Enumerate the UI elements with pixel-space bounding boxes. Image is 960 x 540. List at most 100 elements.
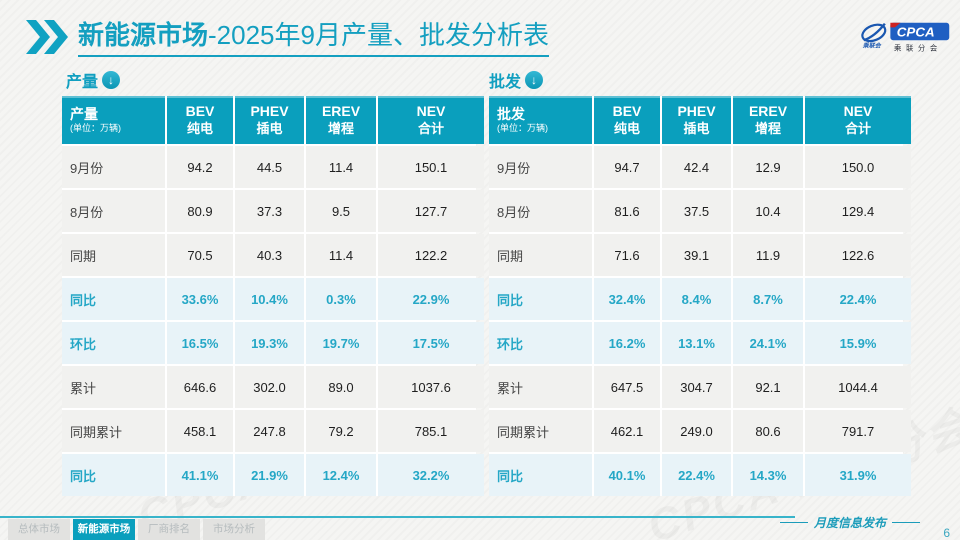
row-label: 累计 [489,366,592,408]
row-label: 同比 [489,454,592,496]
page-title-bold: 新能源市场 [78,20,209,50]
logo-cpca-text: CPCA [897,25,935,40]
table-value: 40.3 [235,234,304,276]
table-value: 41.1% [167,454,233,496]
table-value: 12.4% [306,454,376,496]
table-value: 8.7% [733,278,803,320]
cpca-logo: 乘联会 CPCA 乘联分会 [861,22,950,52]
table-value: 10.4 [733,190,803,232]
table-value: 1044.4 [805,366,911,408]
table-value: 33.6% [167,278,233,320]
table-value: 16.5% [167,322,233,364]
table-corner-header: 批发 (单位：万辆) [489,96,592,144]
production-label: 产量 [66,74,99,91]
tab-overall-market[interactable]: 总体市场 [8,519,70,540]
table-value: 13.1% [662,322,731,364]
page-number: 6 [943,526,950,540]
column-header-nev: NEV 合计 [805,96,911,144]
page-title-rest: -2025年9月产量、批发分析表 [208,20,549,50]
column-header-erev: EREV 增程 [306,96,376,144]
table-value: 31.9% [805,454,911,496]
table-value: 122.6 [805,234,911,276]
table-value: 80.6 [733,410,803,452]
table-value: 22.4% [805,278,911,320]
table-value: 9.5 [306,190,376,232]
table-value: 15.9% [805,322,911,364]
table-value: 646.6 [167,366,233,408]
table-value: 39.1 [662,234,731,276]
table-value: 247.8 [235,410,304,452]
logo-org-text: 乘联分会 [894,43,942,52]
table-value: 458.1 [167,410,233,452]
table-value: 785.1 [378,410,484,452]
table-value: 791.7 [805,410,911,452]
table-value: 44.5 [235,146,304,188]
wholesale-section-label: 批发 ↓ [489,68,544,92]
table-value: 302.0 [235,366,304,408]
table-value: 92.1 [733,366,803,408]
table-corner-header: 产量 (单位：万辆) [62,96,165,144]
row-label: 8月份 [489,190,592,232]
table-value: 94.2 [167,146,233,188]
column-header-nev: NEV 合计 [378,96,484,144]
production-table: 产量 (单位：万辆) BEV 纯电 PHEV 插电 EREV 增程 NEV 合计 9月份 94.2 44… [62,96,484,496]
table-value: 16.2% [594,322,660,364]
table-value: 71.6 [594,234,660,276]
column-header-bev: BEV 纯电 [594,96,660,144]
row-label: 环比 [489,322,592,364]
logo-mark-text: 乘联会 [863,42,882,50]
publication-text: 月度信息发布 [813,516,886,530]
table-value: 12.9 [733,146,803,188]
publication-caption: 月度信息发布 [779,514,920,531]
table-value: 304.7 [662,366,731,408]
row-label: 同期累计 [489,410,592,452]
table-value: 11.9 [733,234,803,276]
column-header-bev: BEV 纯电 [167,96,233,144]
row-label: 同比 [489,278,592,320]
table-value: 42.4 [662,146,731,188]
table-value: 647.5 [594,366,660,408]
wholesale-label: 批发 [489,74,522,91]
table-value: 11.4 [306,146,376,188]
column-header-phev: PHEV 插电 [662,96,731,144]
production-section-label: 产量 ↓ [66,68,121,92]
table-value: 70.5 [167,234,233,276]
bottom-nav-tabs: 总体市场 新能源市场 厂商排名 市场分析 [8,519,265,540]
down-arrow-circle-icon: ↓ [525,71,544,89]
corner-label: 产量 [70,106,98,122]
table-value: 122.2 [378,234,484,276]
row-label: 同比 [62,278,165,320]
table-value: 81.6 [594,190,660,232]
row-label: 8月份 [62,190,165,232]
unit-label: (单位：万辆) [70,123,121,133]
table-value: 19.3% [235,322,304,364]
column-header-erev: EREV 增程 [733,96,803,144]
table-value: 22.4% [662,454,731,496]
table-value: 150.0 [805,146,911,188]
page-title: 新能源市场-2025年9月产量、批发分析表 [78,18,549,57]
table-value: 462.1 [594,410,660,452]
table-value: 22.9% [378,278,484,320]
caption-dash [779,522,808,523]
wholesale-table: 批发 (单位：万辆) BEV 纯电 PHEV 插电 EREV 增程 NEV 合计 9月份 94.7 42… [489,96,911,496]
row-label: 9月份 [489,146,592,188]
table-value: 8.4% [662,278,731,320]
tab-nev-market[interactable]: 新能源市场 [73,519,135,540]
down-arrow-circle-icon: ↓ [102,71,121,89]
table-value: 14.3% [733,454,803,496]
table-value: 17.5% [378,322,484,364]
tab-market-analysis[interactable]: 市场分析 [203,519,265,540]
table-value: 32.2% [378,454,484,496]
row-label: 累计 [62,366,165,408]
tab-oem-ranking[interactable]: 厂商排名 [138,519,200,540]
table-value: 10.4% [235,278,304,320]
unit-label: (单位：万辆) [497,123,548,133]
table-value: 11.4 [306,234,376,276]
table-value: 24.1% [733,322,803,364]
column-header-phev: PHEV 插电 [235,96,304,144]
table-value: 127.7 [378,190,484,232]
table-value: 249.0 [662,410,731,452]
row-label: 同期 [489,234,592,276]
double-chevron-icon [26,20,68,54]
